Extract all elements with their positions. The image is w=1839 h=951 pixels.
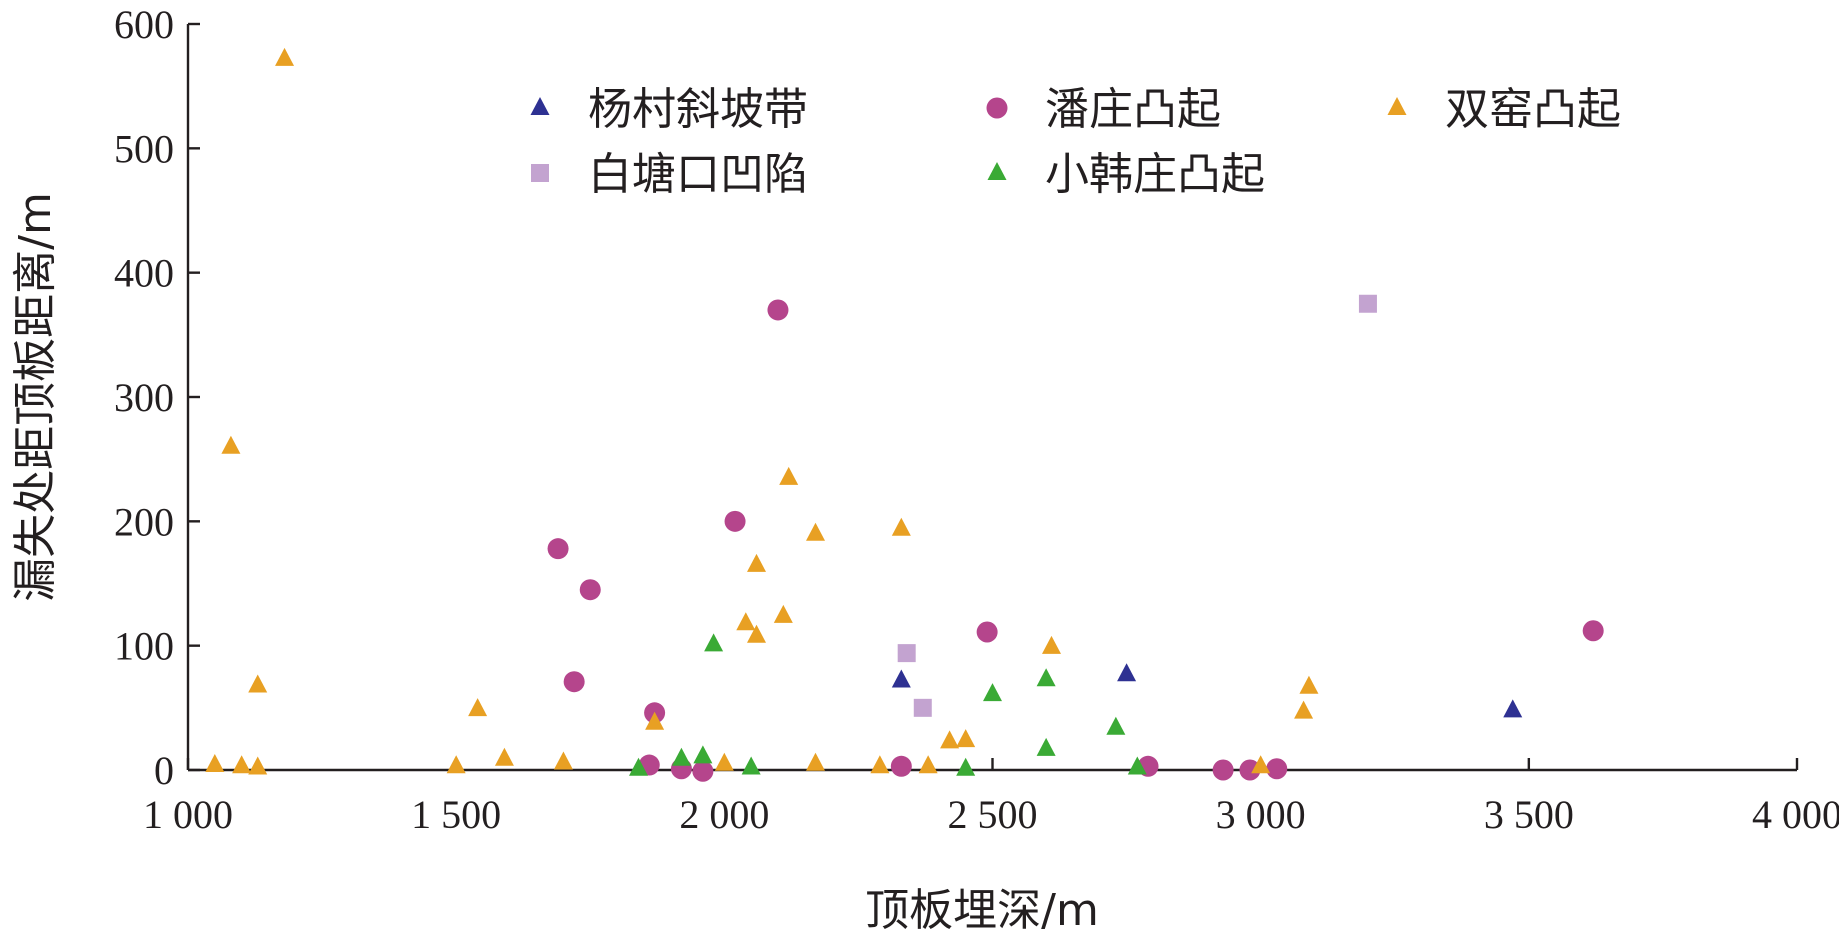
data-point bbox=[891, 517, 911, 536]
data-point bbox=[205, 754, 225, 773]
y-tick-label: 500 bbox=[114, 126, 174, 171]
data-point bbox=[1582, 620, 1604, 642]
y-axis-title: 漏失处距顶板距离/m bbox=[10, 192, 61, 602]
data-point bbox=[940, 730, 960, 749]
data-point bbox=[913, 698, 932, 717]
data-point bbox=[579, 579, 601, 601]
data-point bbox=[983, 683, 1002, 702]
data-point bbox=[736, 612, 756, 631]
data-point bbox=[704, 633, 724, 652]
data-point bbox=[956, 729, 976, 748]
data-point bbox=[724, 510, 746, 532]
y-tick-label: 400 bbox=[114, 251, 174, 296]
data-point bbox=[918, 755, 938, 774]
data-point bbox=[232, 755, 252, 774]
x-tick-label: 2 500 bbox=[948, 792, 1038, 837]
data-point bbox=[779, 466, 799, 485]
data-point bbox=[1212, 759, 1234, 781]
x-tick-label: 1 000 bbox=[143, 792, 233, 837]
legend-marker bbox=[987, 162, 1007, 180]
legend-label: 双窑凸起 bbox=[1445, 84, 1621, 135]
y-tick-label: 300 bbox=[114, 375, 174, 420]
y-tick-label: 100 bbox=[114, 624, 174, 669]
data-point bbox=[645, 711, 665, 730]
data-point bbox=[747, 553, 767, 572]
legend-label: 潘庄凸起 bbox=[1045, 84, 1221, 135]
data-point bbox=[1036, 737, 1056, 756]
data-point bbox=[1117, 663, 1137, 682]
data-point bbox=[1041, 635, 1061, 654]
x-tick-label: 3 500 bbox=[1484, 792, 1574, 837]
ticks: 0 100 200 300 400 500 600 1 000 1 500 2 000 2 500 3… bbox=[114, 2, 1839, 837]
legend-marker bbox=[531, 164, 549, 182]
data-point bbox=[1503, 699, 1523, 718]
legend-label: 小韩庄凸起 bbox=[1045, 149, 1265, 200]
data-point bbox=[446, 755, 466, 774]
x-tick-label: 3 000 bbox=[1216, 792, 1306, 837]
data-point bbox=[767, 299, 789, 321]
x-tick-label: 1 500 bbox=[411, 792, 501, 837]
x-axis-title: 顶板埋深/m bbox=[865, 885, 1099, 936]
data-point bbox=[806, 752, 826, 771]
data-point bbox=[1036, 668, 1056, 687]
data-point bbox=[1127, 756, 1147, 775]
data-point bbox=[494, 747, 514, 766]
data-point bbox=[553, 751, 573, 770]
data-point bbox=[692, 760, 714, 782]
y-tick-label: 600 bbox=[114, 2, 174, 47]
data-point bbox=[693, 745, 713, 764]
data-point bbox=[891, 669, 911, 688]
legend-marker bbox=[530, 97, 550, 115]
data-point bbox=[1266, 758, 1288, 780]
data-point bbox=[747, 624, 767, 643]
data-point bbox=[629, 757, 649, 776]
data-points bbox=[205, 47, 1604, 782]
y-tick-label: 0 bbox=[154, 748, 174, 793]
y-tick-label: 200 bbox=[114, 499, 174, 544]
data-point bbox=[1251, 755, 1271, 774]
legend-label: 白塘口凹陷 bbox=[588, 149, 808, 200]
data-point bbox=[671, 747, 691, 766]
data-point bbox=[1106, 716, 1126, 735]
legend-label: 杨村斜坡带 bbox=[588, 84, 808, 135]
axes bbox=[186, 24, 1797, 772]
data-point bbox=[248, 674, 268, 693]
data-point bbox=[275, 47, 295, 66]
data-point bbox=[563, 671, 585, 693]
legend-marker bbox=[1387, 97, 1407, 115]
data-point bbox=[741, 756, 761, 775]
data-point bbox=[1239, 759, 1261, 781]
data-point bbox=[547, 538, 569, 560]
x-tick-label: 4 000 bbox=[1752, 792, 1839, 837]
data-point bbox=[870, 755, 890, 774]
data-point bbox=[714, 752, 734, 771]
data-point bbox=[221, 435, 241, 454]
data-point bbox=[773, 604, 793, 623]
data-point bbox=[468, 698, 488, 717]
data-point bbox=[956, 757, 976, 776]
data-point bbox=[248, 756, 268, 775]
data-point bbox=[806, 522, 826, 541]
data-point bbox=[1299, 675, 1319, 694]
legend-marker bbox=[986, 97, 1008, 119]
x-tick-label: 2 000 bbox=[679, 792, 769, 837]
data-point bbox=[1358, 294, 1377, 313]
data-point bbox=[890, 755, 912, 777]
data-point bbox=[976, 621, 998, 643]
data-point bbox=[1294, 700, 1314, 719]
data-point bbox=[897, 644, 916, 663]
